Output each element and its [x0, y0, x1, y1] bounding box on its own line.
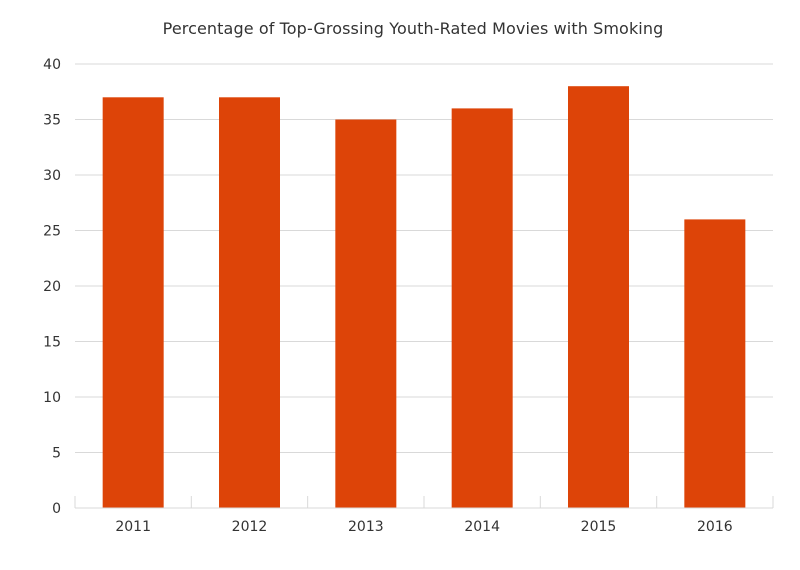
- bar-2012: [219, 97, 280, 509]
- x-tick-label: 2013: [348, 519, 384, 535]
- bar-2016: [684, 219, 746, 508]
- y-tick-label: 40: [43, 57, 61, 73]
- bars: [102, 86, 746, 509]
- y-tick-label: 10: [43, 390, 61, 406]
- y-tick-label: 30: [43, 168, 61, 184]
- bar-2014: [451, 108, 513, 509]
- x-tick-label: 2016: [697, 519, 733, 535]
- y-tick-label: 15: [43, 335, 61, 351]
- chart-title: Percentage of Top-Grossing Youth-Rated M…: [162, 19, 664, 38]
- bar-2011: [102, 97, 164, 509]
- y-tick-label: 35: [43, 113, 61, 129]
- x-tick-label: 2012: [232, 519, 268, 535]
- x-tick-label: 2011: [115, 519, 151, 535]
- y-tick-label: 0: [52, 501, 61, 517]
- y-tick-label: 5: [52, 446, 61, 462]
- axes: 0 5 10 15 20 25 30 35 40 2011 2012 2013 2014 2015 2016: [43, 57, 774, 535]
- y-tick-label: 20: [43, 279, 61, 295]
- gridlines: [75, 63, 773, 453]
- bar-2015: [568, 86, 629, 508]
- y-tick-label: 25: [43, 224, 61, 240]
- x-tick-label: 2014: [464, 519, 500, 535]
- bar-2013: [335, 119, 397, 508]
- x-tick-label: 2015: [581, 519, 617, 535]
